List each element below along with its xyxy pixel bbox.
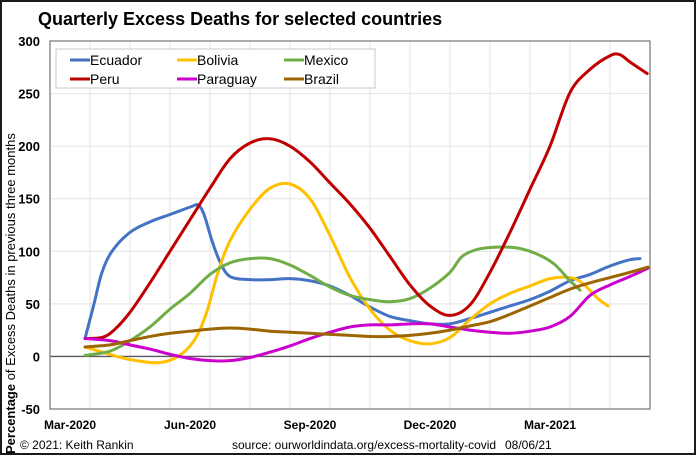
y-tick-label: -50 xyxy=(21,402,40,417)
x-tick-label: Mar-2020 xyxy=(44,418,96,432)
legend-label: Ecuador xyxy=(90,52,142,68)
x-tick-label: Jun-2020 xyxy=(164,418,216,432)
chart-title: Quarterly Excess Deaths for selected cou… xyxy=(38,9,443,29)
legend-item-bolivia: Bolivia xyxy=(177,52,238,68)
series-line-brazil xyxy=(83,265,650,349)
x-tick-label: Mar-2021 xyxy=(524,418,576,432)
y-tick-labels: -50 0 50 100 150 200 250 300 xyxy=(18,34,40,417)
y-tick-label: 250 xyxy=(18,87,40,102)
legend-box xyxy=(55,48,376,89)
x-tick-labels: Mar-2020 Jun-2020 Sep-2020 Dec-2020 Mar-2021 xyxy=(44,418,576,432)
gridlines xyxy=(50,41,650,409)
series-line-paraguay xyxy=(83,266,650,363)
x-tick-label: Sep-2020 xyxy=(284,418,337,432)
legend-item-paraguay: Paraguay xyxy=(177,71,257,87)
y-tick-label: 150 xyxy=(18,192,40,207)
legend-label: Mexico xyxy=(304,52,349,68)
legend-label: Peru xyxy=(90,71,120,87)
series-lines xyxy=(83,52,650,365)
legend-item-ecuador: Ecuador xyxy=(70,52,142,68)
legend-item-peru: Peru xyxy=(70,71,120,87)
y-tick-label: 50 xyxy=(26,297,40,312)
footer-copyright: © 2021: Keith Rankin xyxy=(20,438,134,452)
plot-frame xyxy=(49,40,651,410)
legend-item-mexico: Mexico xyxy=(284,52,349,68)
series-line-peru xyxy=(83,52,649,341)
legend: Ecuador Bolivia Mexico Peru Paraguay Brazil xyxy=(55,48,376,89)
series-line-ecuador xyxy=(83,203,642,341)
legend-label: Paraguay xyxy=(197,71,257,87)
y-tick-label: 0 xyxy=(33,349,40,364)
legend-item-brazil: Brazil xyxy=(284,71,339,87)
y-tick-label: 100 xyxy=(18,244,40,259)
legend-label: Brazil xyxy=(304,71,339,87)
x-tick-label: Dec-2020 xyxy=(404,418,457,432)
series-line-mexico xyxy=(83,245,582,357)
y-tick-label: 300 xyxy=(18,34,40,49)
legend-label: Bolivia xyxy=(197,52,238,68)
footer-date: 08/06/21 xyxy=(505,438,552,452)
series-line-bolivia xyxy=(83,181,610,365)
y-tick-label: 200 xyxy=(18,139,40,154)
footer-source: source: ourworldindata.org/excess-mortal… xyxy=(232,438,497,452)
